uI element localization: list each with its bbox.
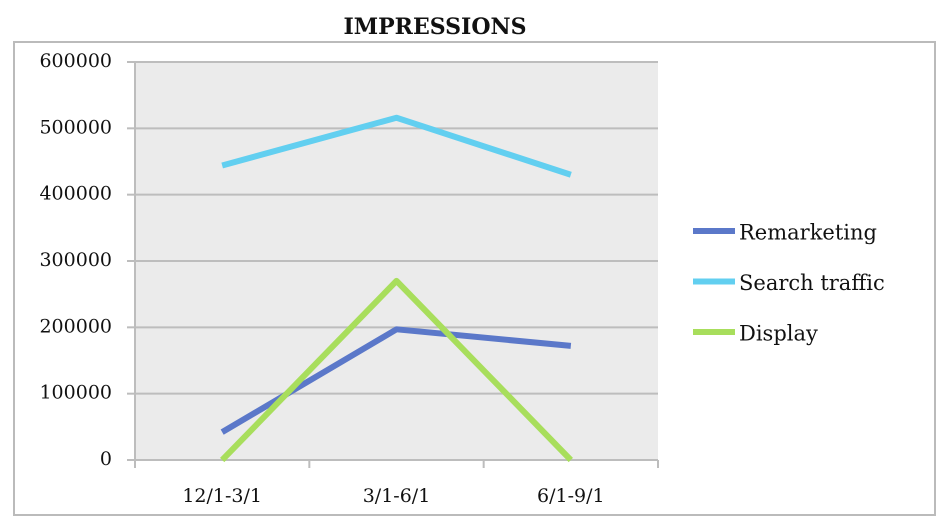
legend-label: Display	[739, 322, 818, 346]
y-tick-label: 200000	[39, 315, 112, 337]
y-tick-label: 500000	[39, 116, 112, 138]
series-line	[221, 114, 572, 178]
legend-label: Remarketing	[739, 221, 877, 245]
x-tick-label: 12/1-3/1	[182, 485, 262, 507]
series-line	[220, 277, 573, 463]
y-tick-label: 600000	[39, 50, 112, 72]
y-tick-label: 300000	[39, 249, 112, 271]
y-tick-label: 0	[100, 448, 112, 470]
y-tick-label: 100000	[39, 382, 112, 404]
chart-title: IMPRESSIONS	[344, 14, 527, 40]
x-tick-label: 3/1-6/1	[363, 485, 431, 507]
legend-label: Search traffic	[739, 271, 885, 295]
y-tick-label: 400000	[39, 183, 112, 205]
x-tick-label: 6/1-9/1	[537, 485, 605, 507]
